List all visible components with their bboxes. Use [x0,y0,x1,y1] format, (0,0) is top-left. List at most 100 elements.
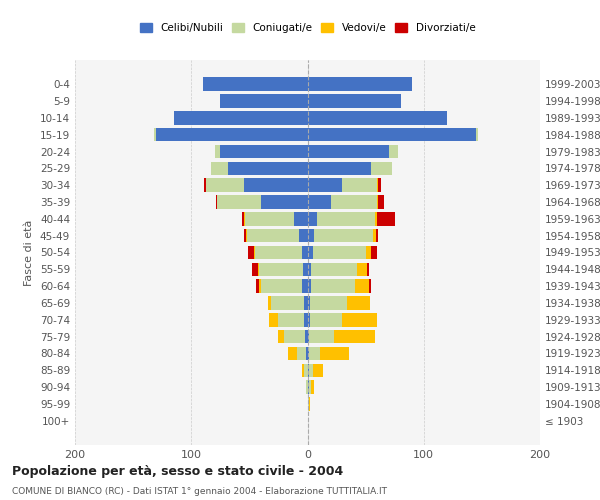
Bar [311,380,314,394]
Bar [261,280,302,293]
Bar [367,262,369,276]
Bar [358,262,367,276]
Bar [347,296,370,310]
Legend: Celibi/Nubili, Coniugati/e, Vedovi/e, Divorziati/e: Celibi/Nubili, Coniugati/e, Vedovi/e, Di… [136,19,479,38]
Bar [377,178,379,192]
Bar [310,296,347,310]
Bar [343,178,377,192]
Bar [215,145,220,158]
Bar [305,330,308,344]
Bar [288,346,297,360]
Bar [261,196,308,209]
Bar [308,330,334,344]
Bar [247,229,299,242]
Bar [217,196,261,209]
Bar [284,330,305,344]
Text: COMUNE DI BIANCO (RC) - Dati ISTAT 1° gennaio 2004 - Elaborazione TUTTITALIA.IT: COMUNE DI BIANCO (RC) - Dati ISTAT 1° ge… [12,488,387,496]
Bar [317,212,375,226]
Bar [299,229,308,242]
Bar [154,128,157,141]
Bar [476,128,478,141]
Bar [365,246,371,259]
Bar [310,313,343,326]
Bar [331,196,377,209]
Bar [308,128,476,141]
Bar [278,330,284,344]
Bar [302,364,304,377]
Y-axis label: Fasce di età: Fasce di età [25,220,34,286]
Bar [215,196,217,209]
Bar [308,94,401,108]
Bar [313,364,323,377]
Bar [308,78,412,91]
Bar [377,212,395,226]
Bar [308,262,311,276]
Bar [246,229,247,242]
Bar [343,313,377,326]
Bar [308,313,310,326]
Bar [244,212,245,226]
Bar [308,162,371,175]
Bar [371,162,392,175]
Bar [304,313,308,326]
Bar [308,364,313,377]
Bar [174,111,308,124]
Bar [259,262,303,276]
Bar [256,280,259,293]
Bar [245,212,293,226]
Bar [252,262,257,276]
Bar [311,262,358,276]
Bar [355,280,369,293]
Bar [371,246,377,259]
Bar [244,229,246,242]
Bar [206,178,244,192]
Bar [308,346,320,360]
Bar [308,196,331,209]
Bar [334,330,375,344]
Bar [211,162,229,175]
Bar [303,262,308,276]
Bar [308,111,447,124]
Bar [304,296,308,310]
Bar [268,296,271,310]
Bar [297,346,307,360]
Bar [229,162,308,175]
Bar [308,178,343,192]
Bar [269,313,278,326]
Bar [389,145,398,158]
Bar [376,229,379,242]
Bar [254,246,255,259]
Bar [302,246,308,259]
Bar [311,280,355,293]
Bar [379,196,384,209]
Bar [313,246,365,259]
Bar [308,397,310,410]
Bar [157,128,308,141]
Bar [293,212,308,226]
Bar [203,78,308,91]
Bar [220,94,308,108]
Bar [255,246,302,259]
Bar [242,212,244,226]
Bar [307,380,308,394]
Bar [314,229,373,242]
Bar [373,229,376,242]
Bar [320,346,349,360]
Bar [244,178,308,192]
Bar [259,280,261,293]
Bar [369,280,371,293]
Text: Popolazione per età, sesso e stato civile - 2004: Popolazione per età, sesso e stato civil… [12,465,343,478]
Bar [308,380,311,394]
Bar [220,145,308,158]
Bar [204,178,206,192]
Bar [248,246,254,259]
Bar [307,346,308,360]
Bar [271,296,304,310]
Bar [308,212,317,226]
Bar [308,229,314,242]
Bar [308,246,313,259]
Bar [377,196,379,209]
Bar [375,212,377,226]
Bar [278,313,304,326]
Bar [302,280,308,293]
